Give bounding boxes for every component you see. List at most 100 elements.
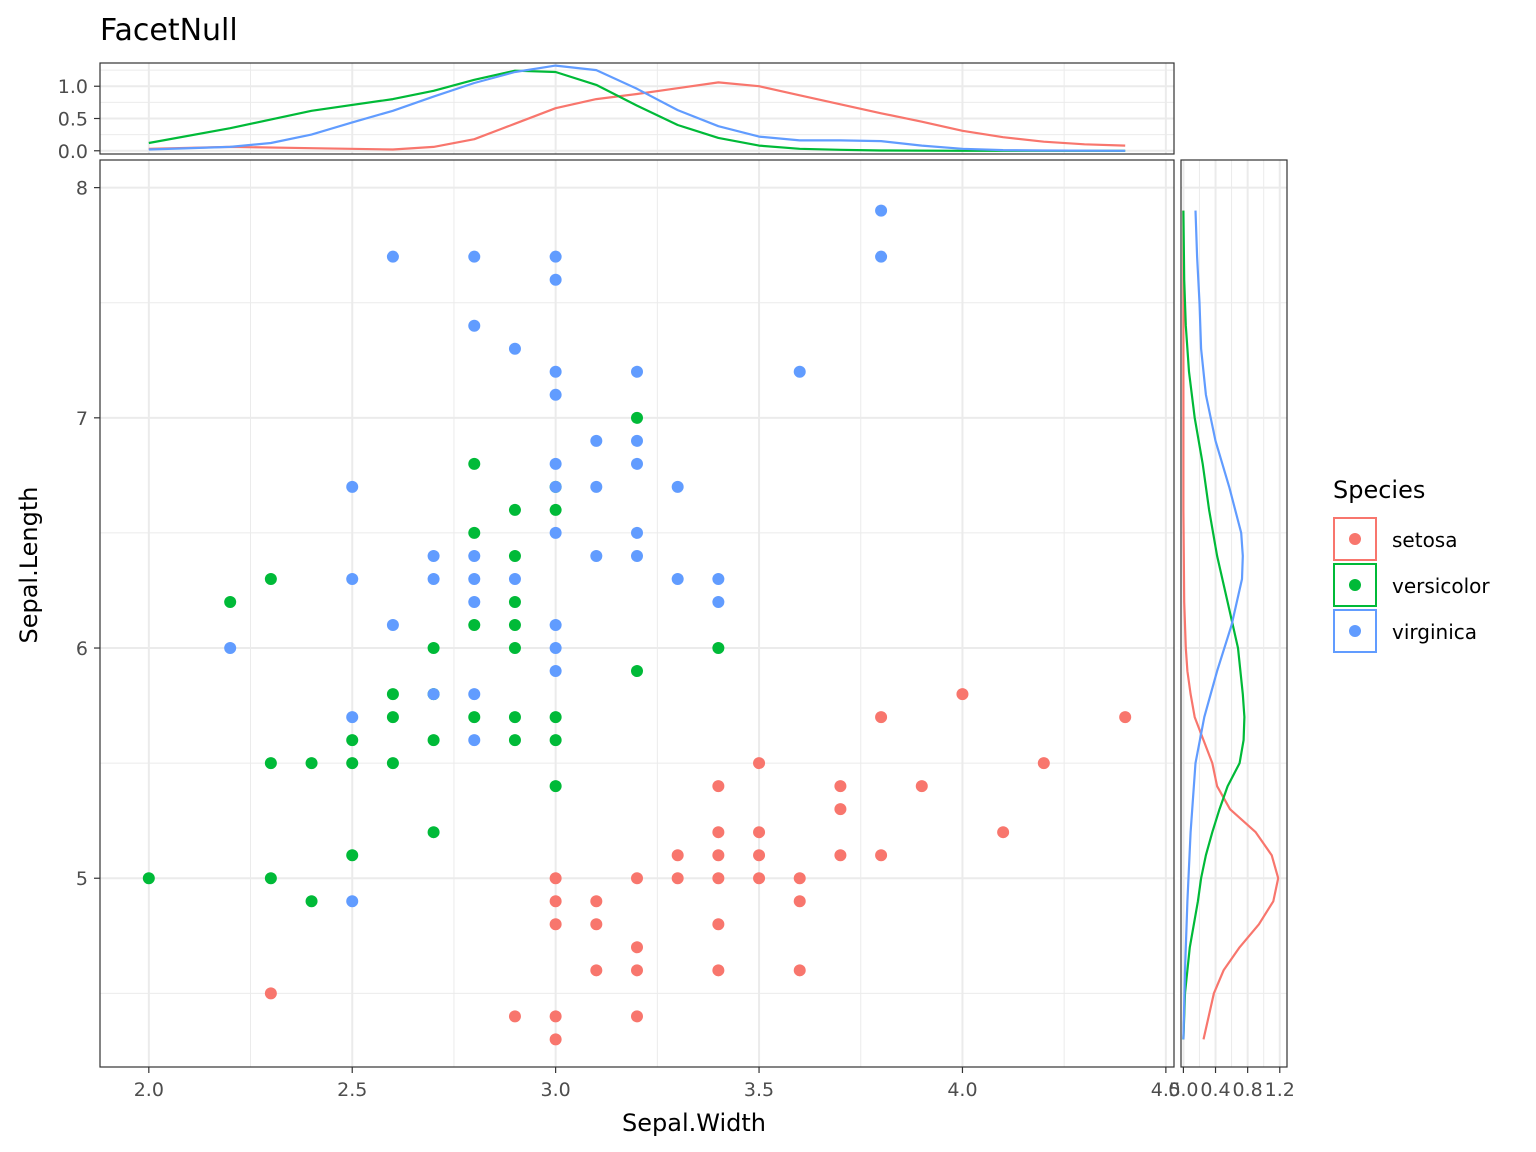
point-setosa [834, 849, 847, 862]
point-virginica [631, 457, 643, 470]
point-virginica [346, 711, 359, 724]
point-virginica [427, 688, 440, 701]
point-versicolor [264, 757, 277, 770]
point-setosa [793, 895, 806, 908]
right-density-setosa [1182, 210, 1280, 1040]
legend-point-virginica [1349, 625, 1361, 637]
point-versicolor [549, 711, 562, 724]
point-versicolor [508, 549, 521, 562]
right-x-tick-label: 0.0 [1168, 1079, 1198, 1101]
point-virginica [549, 388, 562, 401]
right-x-tick-label: 0.4 [1200, 1079, 1230, 1101]
main-scatter-panel: 2.0 2.5 3.0 3.5 4.0 4.5 5 6 7 8 [76, 159, 1181, 1101]
point-virginica [549, 619, 562, 632]
point-versicolor [549, 503, 562, 516]
point-virginica [468, 595, 481, 608]
y-axis-title: Sepal.Length [15, 486, 43, 643]
x-tick-label: 2.5 [337, 1079, 367, 1101]
legend-label-virginica: virginica [1392, 620, 1477, 644]
top-panel-border [99, 62, 1175, 155]
point-setosa [549, 872, 562, 885]
point-versicolor [142, 872, 155, 885]
point-versicolor [427, 826, 440, 839]
point-setosa [1119, 711, 1132, 724]
point-versicolor [508, 595, 521, 608]
point-virginica [468, 549, 481, 562]
point-virginica [631, 365, 643, 378]
right-density-virginica [1182, 210, 1244, 1040]
x-tick-label: 3.0 [541, 1079, 571, 1101]
x-tick-label: 4.5 [1151, 1079, 1181, 1101]
point-virginica [549, 250, 562, 263]
point-versicolor [224, 595, 237, 608]
top-y-tick-label: 0.5 [58, 109, 88, 131]
point-virginica [468, 734, 481, 747]
point-versicolor [386, 711, 399, 724]
point-setosa [549, 1010, 562, 1023]
point-versicolor [346, 849, 359, 862]
point-setosa [671, 849, 684, 862]
point-virginica [549, 665, 562, 678]
x-tick-label: 4.0 [947, 1079, 977, 1101]
point-setosa [549, 918, 562, 931]
point-virginica [549, 480, 562, 493]
point-virginica [793, 365, 806, 378]
point-versicolor [468, 457, 481, 470]
point-setosa [590, 918, 603, 931]
point-versicolor [508, 619, 521, 632]
point-setosa [793, 964, 806, 977]
point-setosa [997, 826, 1010, 839]
point-virginica [468, 250, 481, 263]
y-tick-label: 6 [76, 638, 88, 660]
point-setosa [712, 849, 725, 862]
point-virginica [549, 457, 562, 470]
point-setosa [875, 849, 888, 862]
point-versicolor [305, 895, 318, 908]
point-versicolor [346, 757, 359, 770]
point-virginica [468, 688, 481, 701]
top-density-versicolor [148, 69, 1126, 152]
top-density-setosa [148, 81, 1126, 151]
point-setosa [753, 872, 766, 885]
point-virginica [346, 572, 359, 585]
x-tick-label: 3.5 [744, 1079, 774, 1101]
point-virginica [468, 319, 481, 332]
point-versicolor [346, 734, 359, 747]
point-versicolor [386, 688, 399, 701]
top-y-tick-label: 1.0 [58, 76, 88, 98]
point-setosa [549, 1033, 562, 1046]
legend: Species setosa versicolor virginica [1333, 476, 1490, 653]
legend-point-setosa [1349, 533, 1361, 545]
point-setosa [753, 826, 766, 839]
point-versicolor [305, 757, 318, 770]
point-virginica [549, 642, 562, 655]
legend-point-versicolor [1349, 579, 1361, 591]
main-panel-border [99, 159, 1175, 1068]
point-virginica [590, 480, 603, 493]
point-setosa [753, 849, 766, 862]
point-virginica [508, 342, 521, 355]
point-virginica [427, 549, 440, 562]
point-versicolor [631, 411, 643, 424]
point-setosa [631, 872, 643, 885]
right-density-panel: 0.0 0.4 0.8 1.2 [1168, 159, 1295, 1101]
point-setosa [590, 964, 603, 977]
plot-title: FacetNull [100, 13, 238, 48]
point-virginica [549, 273, 562, 286]
point-setosa [264, 987, 277, 1000]
point-virginica [346, 480, 359, 493]
point-versicolor [712, 642, 725, 655]
point-setosa [549, 895, 562, 908]
x-axis-title: Sepal.Width [622, 1109, 766, 1137]
point-setosa [1037, 757, 1050, 770]
point-virginica [468, 572, 481, 585]
point-virginica [671, 572, 684, 585]
point-versicolor [549, 734, 562, 747]
point-setosa [671, 872, 684, 885]
point-versicolor [508, 503, 521, 516]
point-versicolor [427, 642, 440, 655]
point-versicolor [264, 572, 277, 585]
point-virginica [386, 619, 399, 632]
point-setosa [793, 872, 806, 885]
point-virginica [549, 365, 562, 378]
